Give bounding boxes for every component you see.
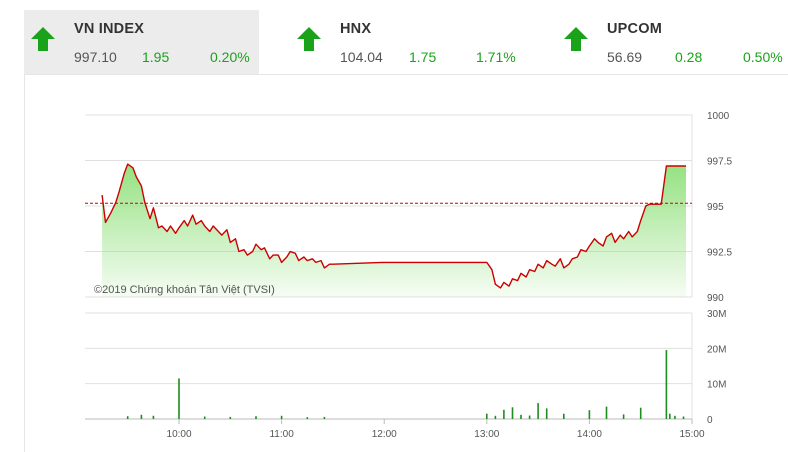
volume-bar	[520, 414, 522, 419]
index-tabs: VN INDEX 997.10 1.95 0.20% HNX 104.04 1.…	[0, 0, 788, 75]
arrow-up-icon	[31, 27, 55, 51]
volume-bar	[203, 416, 206, 419]
volume-bar	[588, 410, 591, 419]
volume-bar	[528, 415, 531, 419]
index-name: HNX	[340, 21, 372, 37]
tab-upcom[interactable]: UPCOM 56.69 0.28 0.50%	[535, 10, 788, 74]
volume-bar	[639, 407, 642, 419]
index-price: 104.04	[340, 49, 383, 65]
index-name: UPCOM	[607, 21, 662, 37]
volume-bar	[605, 406, 608, 419]
volume-bar	[152, 415, 155, 419]
volume-bar	[486, 413, 488, 419]
tab-vn-index[interactable]: VN INDEX 997.10 1.95 0.20%	[24, 10, 259, 74]
volume-bar	[682, 416, 685, 419]
volume-grid	[85, 312, 693, 420]
volume-bar	[323, 416, 326, 419]
price-y-axis: 1000 997.5 995 992.5 990	[707, 111, 732, 304]
volume-bar	[622, 414, 625, 419]
volume-bar	[229, 416, 232, 419]
x-axis: 10:00 11:00 12:00 13:00 14:00 15:00	[167, 419, 705, 440]
volume-bar	[255, 416, 257, 419]
price-line	[101, 163, 686, 289]
volume-bar	[178, 378, 180, 419]
index-change: 1.95	[142, 49, 170, 65]
volume-bar	[674, 415, 676, 419]
y-tick-label: 997.5	[707, 157, 732, 168]
x-tick-label: 10:00	[167, 429, 192, 440]
y-tick-label: 990	[707, 293, 724, 304]
x-tick-label: 12:00	[372, 429, 397, 440]
volume-bar	[126, 416, 129, 419]
index-price: 56.69	[607, 49, 643, 65]
volume-y-axis: 0 10M 20M 30M	[707, 309, 726, 426]
volume-bar	[665, 350, 668, 419]
volume-bars	[126, 350, 685, 419]
tab-hnx[interactable]: HNX 104.04 1.75 1.71%	[268, 10, 526, 74]
index-percent: 0.20%	[210, 49, 250, 65]
y-tick-label: 995	[707, 202, 724, 213]
y-tick-label: 30M	[707, 309, 726, 320]
volume-bar	[306, 417, 309, 419]
index-percent: 1.71%	[476, 49, 516, 65]
y-tick-label: 10M	[707, 380, 726, 391]
index-change: 1.75	[409, 49, 437, 65]
volume-bar	[494, 415, 497, 419]
copyright-text: ©2019 Chứng khoán Tân Việt (TVSI)	[94, 284, 275, 296]
volume-bar	[563, 413, 565, 419]
volume-bar	[545, 408, 548, 419]
index-price: 997.10	[74, 49, 117, 65]
header-divider	[24, 74, 788, 75]
x-tick-label: 11:00	[269, 429, 294, 440]
y-tick-label: 0	[707, 415, 713, 426]
index-change: 0.28	[675, 49, 703, 65]
left-border	[24, 74, 25, 452]
index-name: VN INDEX	[74, 21, 145, 37]
volume-bar	[140, 414, 143, 419]
y-tick-label: 1000	[707, 111, 730, 122]
y-tick-label: 992.5	[707, 248, 732, 259]
volume-bar	[511, 407, 514, 419]
x-tick-label: 15:00	[679, 429, 704, 440]
volume-bar	[669, 413, 671, 419]
x-tick-label: 14:00	[577, 429, 602, 440]
volume-bar	[503, 409, 505, 419]
index-percent: 0.50%	[743, 49, 783, 65]
volume-bar	[280, 415, 283, 419]
volume-bar	[537, 403, 539, 419]
x-tick-label: 13:00	[474, 429, 499, 440]
arrow-up-icon	[297, 27, 321, 51]
y-tick-label: 20M	[707, 344, 726, 355]
arrow-up-icon	[564, 27, 588, 51]
price-area	[102, 164, 687, 297]
